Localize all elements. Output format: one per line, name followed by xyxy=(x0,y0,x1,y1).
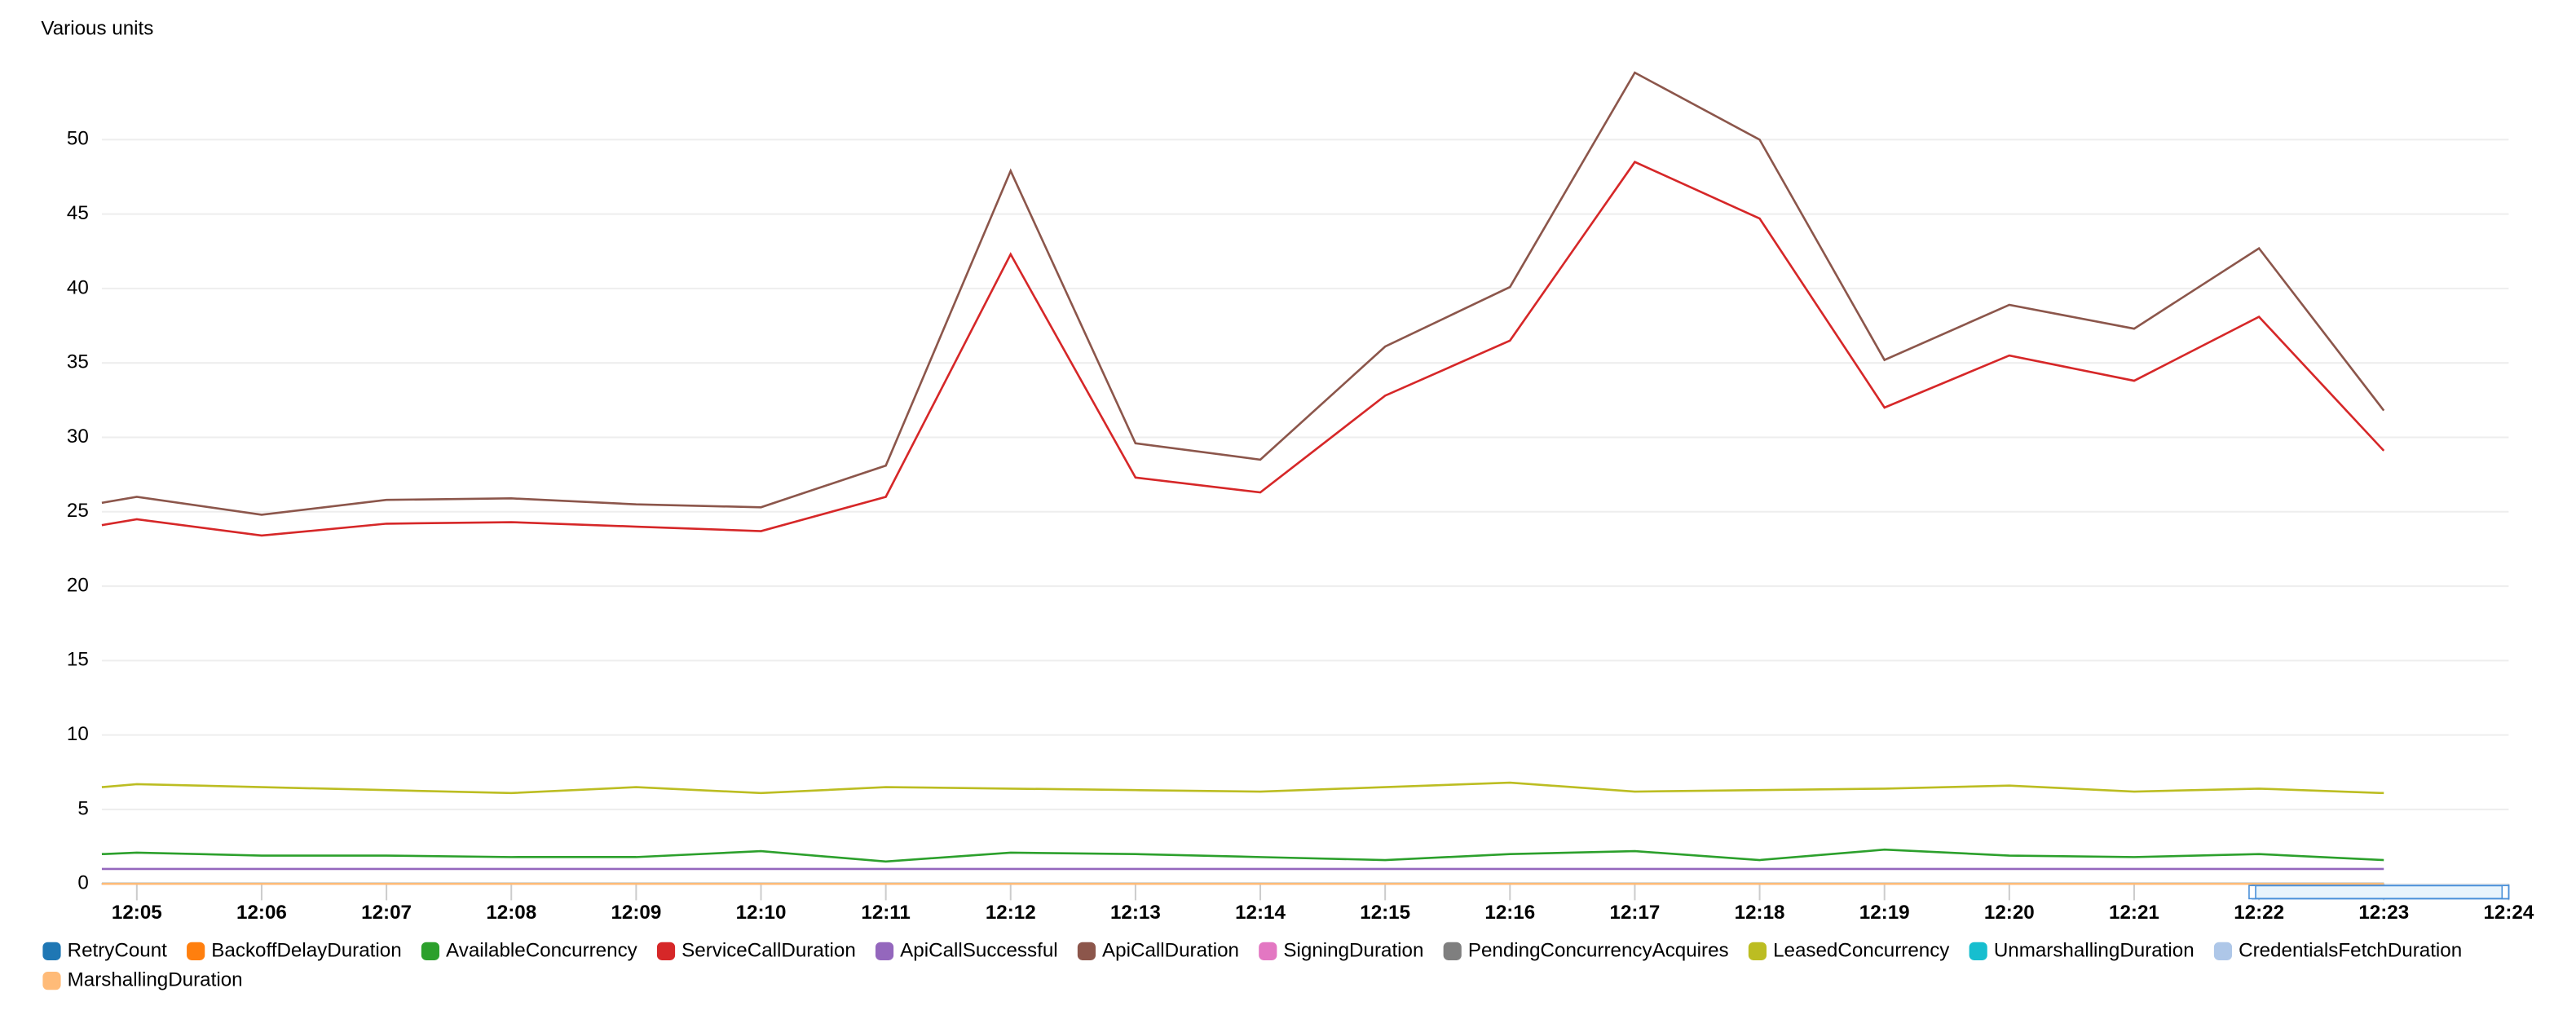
series-line xyxy=(101,848,2384,863)
legend-swatch xyxy=(42,972,61,990)
x-tick-label: 12:21 xyxy=(2109,902,2159,924)
legend-swatch xyxy=(1969,942,1987,960)
y-tick-label: 30 xyxy=(67,426,89,448)
legend-item[interactable]: ServiceCallDuration xyxy=(656,939,856,961)
x-tick-label: 12:18 xyxy=(1735,902,1785,924)
legend-swatch xyxy=(1077,942,1096,960)
legend-label: PendingConcurrencyAcquires xyxy=(1468,939,1729,961)
legend-swatch xyxy=(1259,942,1277,960)
legend-item[interactable]: PendingConcurrencyAcquires xyxy=(1443,939,1729,961)
legend-swatch xyxy=(421,942,440,960)
y-tick-label: 5 xyxy=(77,797,88,819)
x-tick-label: 12:15 xyxy=(1360,902,1410,924)
legend-label: SigningDuration xyxy=(1283,939,1423,961)
y-tick-label: 45 xyxy=(67,202,89,224)
y-tick-label: 35 xyxy=(67,351,89,373)
x-tick-label: 12:19 xyxy=(1859,902,1910,924)
x-tick-label: 12:11 xyxy=(861,902,911,924)
legend-swatch xyxy=(2213,942,2233,960)
legend-label: MarshallingDuration xyxy=(68,969,243,991)
x-tick-label: 12:09 xyxy=(611,902,661,924)
x-tick-label: 12:07 xyxy=(361,902,412,924)
legend-item[interactable]: MarshallingDuration xyxy=(42,969,243,991)
legend-swatch xyxy=(1748,942,1767,960)
range-selector[interactable] xyxy=(2251,884,2510,900)
legend-item[interactable]: AvailableConcurrency xyxy=(421,939,638,961)
x-tick-label: 12:17 xyxy=(1610,902,1661,924)
legend-label: ApiCallDuration xyxy=(1102,939,1239,961)
legend-label: ApiCallSuccessful xyxy=(900,939,1057,961)
range-handle[interactable] xyxy=(2248,884,2256,900)
x-tick-label: 12:05 xyxy=(112,902,162,924)
legend-label: LeasedConcurrency xyxy=(1773,939,1950,961)
legend-label: BackoffDelayDuration xyxy=(211,939,401,961)
x-tick-label: 12:24 xyxy=(2483,902,2534,924)
x-tick-label: 12:06 xyxy=(236,902,287,924)
legend-item[interactable]: ApiCallDuration xyxy=(1077,939,1239,961)
x-tick-label: 12:14 xyxy=(1235,902,1286,924)
x-tick-label: 12:20 xyxy=(1984,902,2035,924)
legend-item[interactable]: SigningDuration xyxy=(1259,939,1423,961)
x-tick-label: 12:10 xyxy=(736,902,787,924)
legend-item[interactable]: LeasedConcurrency xyxy=(1748,939,1950,961)
legend-item[interactable]: ApiCallSuccessful xyxy=(875,939,1058,961)
legend-label: RetryCount xyxy=(68,939,168,961)
legend-swatch xyxy=(1443,942,1462,960)
x-tick-label: 12:08 xyxy=(486,902,536,924)
y-tick-label: 25 xyxy=(67,500,89,522)
legend-swatch xyxy=(875,942,894,960)
legend-label: UnmarshallingDuration xyxy=(1994,939,2194,961)
y-tick-label: 10 xyxy=(67,723,89,745)
x-tick-label: 12:23 xyxy=(2358,902,2409,924)
y-tick-label: 0 xyxy=(77,872,88,894)
x-tick-label: 12:22 xyxy=(2234,902,2284,924)
legend-item[interactable]: UnmarshallingDuration xyxy=(1969,939,2194,961)
series-line xyxy=(101,71,2385,516)
legend-swatch xyxy=(656,942,676,960)
x-tick-label: 12:13 xyxy=(1110,902,1161,924)
y-tick-label: 20 xyxy=(67,574,89,596)
y-tick-label: 40 xyxy=(67,276,89,298)
series-line xyxy=(101,161,2385,537)
legend-label: ServiceCallDuration xyxy=(681,939,856,961)
legend-item[interactable]: BackoffDelayDuration xyxy=(187,939,402,961)
y-tick-label: 50 xyxy=(67,128,89,150)
legend-label: CredentialsFetchDuration xyxy=(2239,939,2462,961)
y-tick-label: 15 xyxy=(67,649,89,671)
legend-label: AvailableConcurrency xyxy=(446,939,638,961)
range-handle[interactable] xyxy=(2501,884,2510,900)
legend-swatch xyxy=(42,942,61,960)
legend-item[interactable]: CredentialsFetchDuration xyxy=(2213,939,2462,961)
x-tick-label: 12:12 xyxy=(986,902,1036,924)
series-line xyxy=(101,781,2384,795)
x-tick-label: 12:16 xyxy=(1484,902,1535,924)
legend-item[interactable]: RetryCount xyxy=(42,939,167,961)
legend-swatch xyxy=(187,942,205,960)
y-axis-label: Various units xyxy=(41,18,153,40)
